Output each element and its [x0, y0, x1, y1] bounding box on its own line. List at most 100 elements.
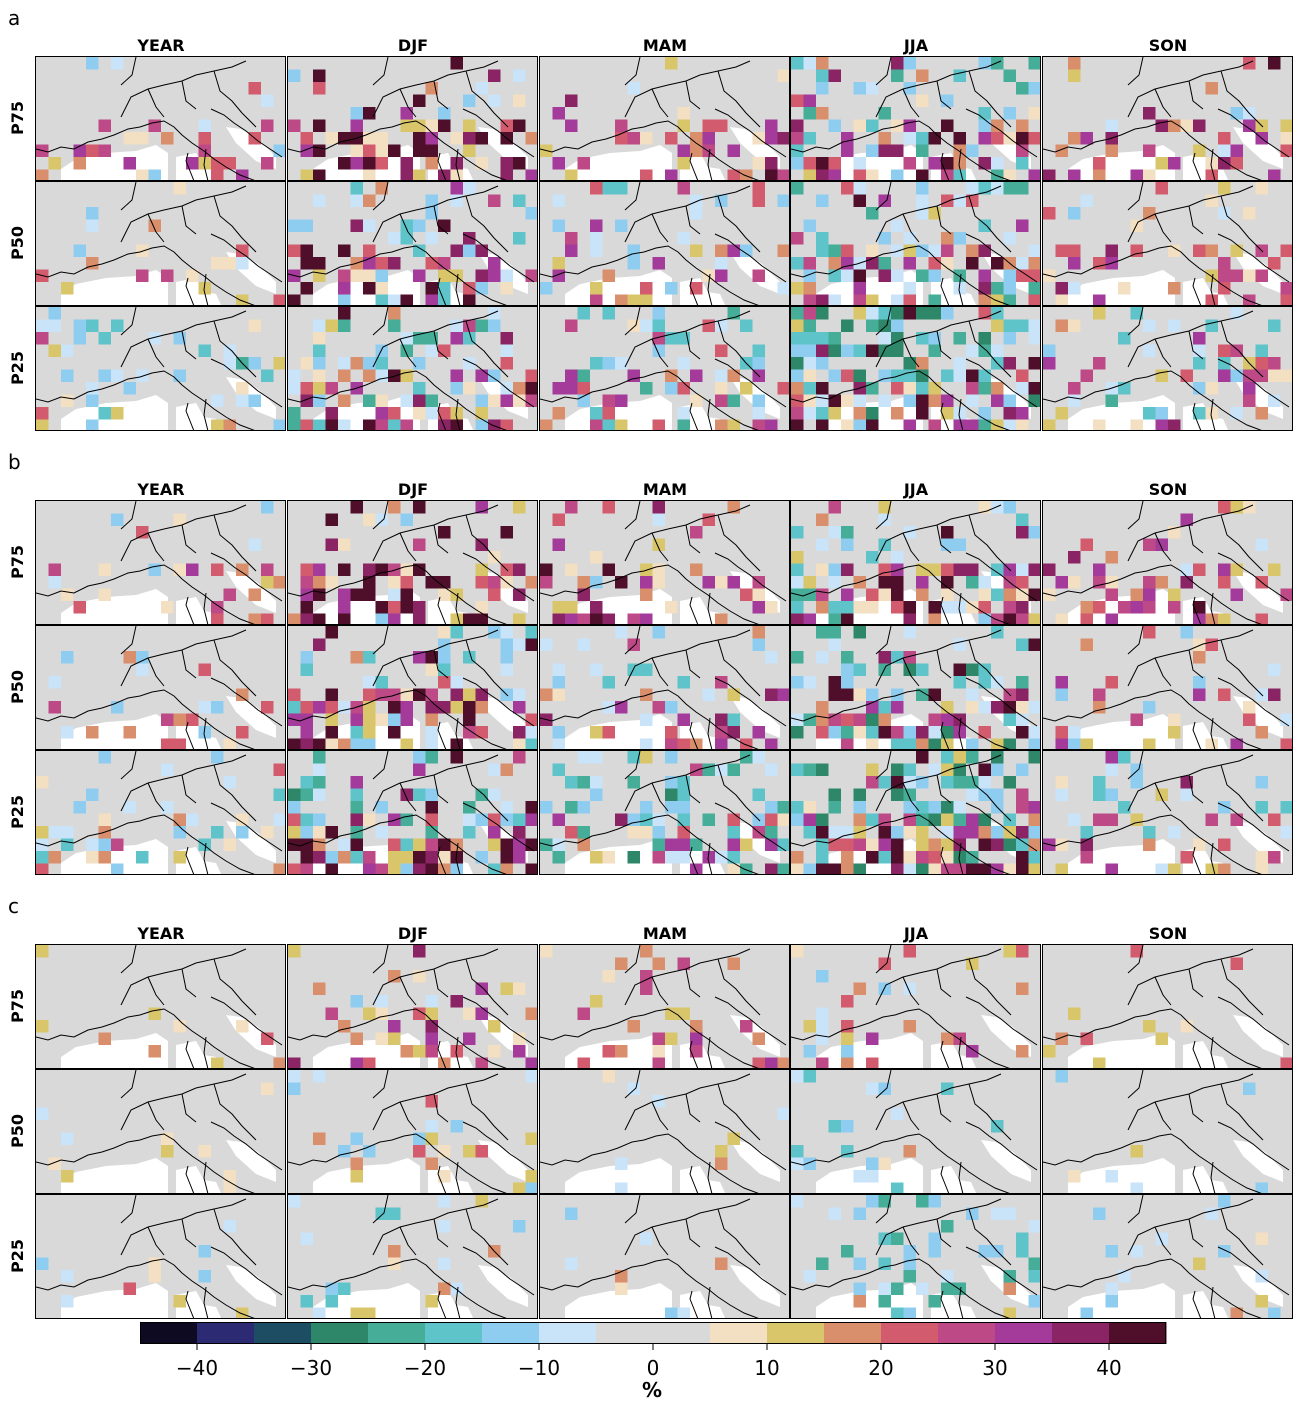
map-grid-cell	[1043, 207, 1056, 220]
map-grid-cell	[816, 57, 829, 70]
map-grid-cell	[1055, 576, 1068, 589]
map-grid-cell	[261, 826, 274, 839]
map-grid-cell	[1193, 332, 1206, 345]
map-grid-cell	[375, 294, 388, 305]
map-grid-cell	[1205, 407, 1218, 420]
map-grid-cell	[1016, 369, 1029, 382]
map-grid-cell	[803, 319, 816, 332]
map-grid-cell	[1105, 144, 1118, 157]
map-grid-cell	[978, 407, 991, 420]
map-grid-cell	[791, 551, 804, 564]
map-grid-cell	[1168, 282, 1181, 295]
coastline	[437, 592, 461, 624]
map-grid-cell	[475, 538, 488, 551]
map-grid-cell	[978, 838, 991, 851]
map-grid-cell	[1218, 801, 1231, 814]
map-grid-cell	[1028, 1295, 1040, 1308]
map-grid-cell	[1093, 563, 1106, 576]
map-grid-cell	[878, 957, 891, 970]
map-grid-cell	[475, 269, 488, 282]
map-grid-cell	[525, 1007, 537, 1020]
map-grid-cell	[1205, 244, 1218, 257]
map-grid-cell	[690, 369, 703, 382]
map-grid-cell	[198, 663, 211, 676]
map-grid-cell	[388, 144, 401, 157]
map-grid-cell	[313, 813, 326, 826]
coastline	[1043, 120, 1262, 180]
map-grid-cell	[841, 676, 854, 689]
map-grid-cell	[313, 588, 326, 601]
map-grid-cell	[816, 538, 829, 551]
map-grid-cell	[1180, 369, 1193, 382]
map-grid-cell	[640, 982, 653, 995]
map-grid-cell	[463, 726, 476, 739]
map-grid-cell	[953, 801, 966, 814]
map-grid-cell	[740, 319, 753, 332]
map-grid-cell	[690, 394, 703, 407]
map-grid-cell	[1028, 244, 1040, 257]
column-title: JJA	[903, 924, 929, 943]
map-grid-cell	[565, 563, 578, 576]
map-grid-cell	[828, 119, 841, 132]
map-grid-cell	[350, 726, 363, 739]
map-grid-cell	[1280, 801, 1292, 814]
map-grid-cell	[953, 369, 966, 382]
map-grid-cell	[173, 513, 186, 526]
map-grid-cell	[450, 1120, 463, 1133]
map-grid-cell	[1016, 144, 1029, 157]
map-grid-cell	[425, 294, 438, 305]
map-grid-cell	[350, 107, 363, 120]
map-grid-cell	[602, 419, 615, 430]
map-grid-cell	[313, 563, 326, 576]
map-grid-cell	[500, 851, 513, 864]
map-grid-cell	[841, 851, 854, 864]
map-panel	[35, 750, 286, 875]
map-grid-cell	[803, 219, 816, 232]
map-grid-cell	[853, 1257, 866, 1270]
map-grid-cell	[552, 382, 565, 395]
map-grid-cell	[1105, 1170, 1118, 1183]
colorbar-unit-label: %	[641, 1378, 663, 1402]
map-grid-cell	[400, 157, 413, 170]
map-grid-cell	[816, 701, 829, 714]
map-grid-cell	[552, 763, 565, 776]
map-grid-cell	[338, 601, 351, 614]
map-grid-cell	[991, 626, 1004, 639]
coastline	[462, 802, 535, 852]
map-grid-cell	[288, 219, 301, 232]
map-grid-cell	[903, 738, 916, 749]
map-grid-cell	[236, 826, 249, 839]
map-grid-cell	[791, 576, 804, 589]
map-grid-cell	[791, 232, 804, 245]
map-grid-cell	[1093, 169, 1106, 180]
map-grid-cell	[665, 282, 678, 295]
map-grid-cell	[916, 394, 929, 407]
map-grid-cell	[1255, 776, 1268, 789]
map-grid-cell	[791, 257, 804, 270]
map-grid-cell	[1016, 763, 1029, 776]
map-grid-cell	[375, 676, 388, 689]
map-grid-cell	[941, 601, 954, 614]
map-grid-cell	[61, 588, 74, 601]
map-grid-cell	[677, 382, 690, 395]
map-grid-cell	[1003, 269, 1016, 282]
map-grid-cell	[816, 863, 829, 874]
map-grid-cell	[236, 688, 249, 701]
map-grid-cell	[966, 394, 979, 407]
map-grid-cell	[123, 726, 136, 739]
map-grid-cell	[1218, 863, 1231, 874]
coastline	[1192, 273, 1216, 305]
map-grid-cell	[1093, 1207, 1106, 1220]
map-grid-cell	[86, 394, 99, 407]
map-grid-cell	[450, 863, 463, 874]
map-grid-cell	[198, 726, 211, 739]
map-grid-cell	[878, 663, 891, 676]
map-grid-cell	[540, 801, 553, 814]
map-grid-cell	[450, 701, 463, 714]
map-grid-cell	[540, 638, 553, 651]
map-grid-cell	[540, 576, 553, 589]
sea-area	[313, 1140, 528, 1193]
map-grid-cell	[916, 663, 929, 676]
map-grid-cell	[438, 407, 451, 420]
sea-area	[313, 1015, 528, 1068]
